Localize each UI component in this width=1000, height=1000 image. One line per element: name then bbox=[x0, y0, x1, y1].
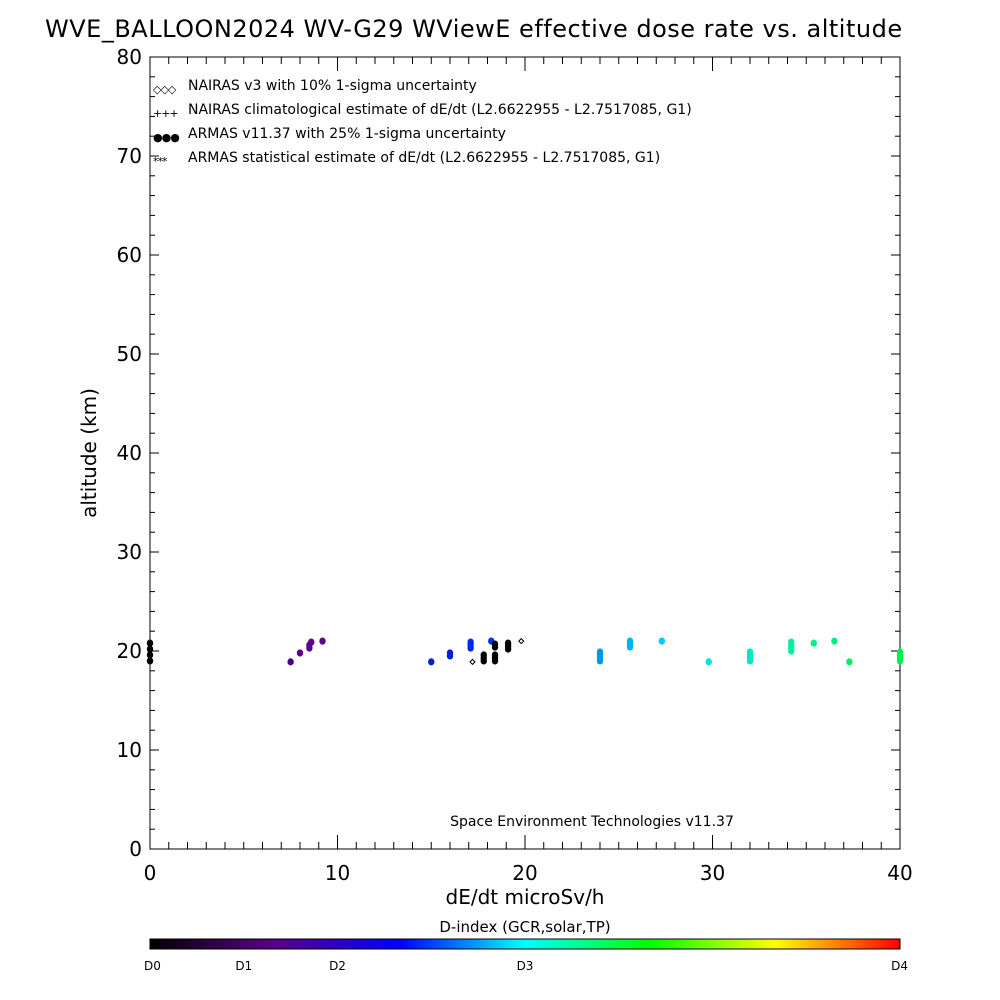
y-axis-label: altitude (km) bbox=[77, 388, 101, 518]
y-tick-label: 30 bbox=[117, 540, 142, 564]
data-point-diamond bbox=[469, 658, 476, 666]
y-tick-label: 20 bbox=[117, 639, 142, 663]
y-axis: 0 10 20 30 40 50 60 70 80 bbox=[117, 45, 900, 861]
x-axis: 0 10 20 30 40 bbox=[144, 57, 913, 885]
colorbar-tick-label: D1 bbox=[235, 959, 252, 973]
data-point bbox=[287, 658, 294, 666]
legend-entry: ARMAS v11.37 with 25% 1-sigma uncertaint… bbox=[188, 126, 506, 142]
data-point bbox=[467, 638, 474, 646]
y-tick-label: 40 bbox=[117, 441, 142, 465]
data-point bbox=[146, 639, 154, 647]
data-point bbox=[746, 648, 754, 656]
data-point bbox=[896, 648, 904, 656]
x-tick-label: 10 bbox=[325, 861, 350, 885]
y-tick-label: 0 bbox=[129, 837, 142, 861]
colorbar-title: D-index (GCR,solar,TP) bbox=[439, 918, 610, 936]
data-point-diamond bbox=[518, 637, 525, 645]
legend: ◇◇◇ NAIRAS v3 with 10% 1-sigma uncertaint… bbox=[153, 78, 692, 168]
x-tick-label: 40 bbox=[887, 861, 912, 885]
colorbar-tick-label: D3 bbox=[517, 959, 534, 973]
legend-symbol: ◇◇◇ bbox=[153, 83, 177, 96]
data-point bbox=[428, 658, 435, 666]
y-tick-label: 80 bbox=[117, 45, 142, 69]
x-axis-label: dE/dt microSv/h bbox=[446, 885, 605, 909]
legend-entry: NAIRAS v3 with 10% 1-sigma uncertainty bbox=[188, 78, 477, 94]
data-point bbox=[831, 637, 838, 645]
legend-symbol: +++ bbox=[153, 107, 178, 120]
data-point bbox=[491, 651, 499, 659]
colorbar-ticks: D0 D1 D2 D3 D4 bbox=[144, 959, 908, 973]
data-point bbox=[319, 637, 326, 645]
legend-entry: NAIRAS climatological estimate of dE/dt … bbox=[188, 102, 692, 118]
plot-frame bbox=[149, 56, 901, 850]
data-point bbox=[705, 658, 712, 666]
data-point bbox=[146, 657, 154, 665]
credit-annotation: Space Environment Technologies v11.37 bbox=[450, 814, 734, 830]
y-tick-label: 50 bbox=[117, 342, 142, 366]
data-point bbox=[504, 639, 512, 647]
data-points bbox=[146, 637, 904, 666]
colorbar bbox=[149, 938, 901, 950]
data-point bbox=[146, 645, 154, 653]
x-tick-label: 0 bbox=[144, 861, 157, 885]
legend-symbol: ●●● bbox=[153, 131, 179, 144]
y-tick-label: 70 bbox=[117, 144, 142, 168]
chart-title: WVE_BALLOON2024 WV-G29 WViewE effective … bbox=[45, 15, 903, 43]
data-point bbox=[810, 639, 817, 647]
data-point bbox=[480, 651, 487, 659]
data-point bbox=[146, 651, 154, 659]
colorbar-tick-label: D4 bbox=[891, 959, 908, 973]
data-point bbox=[596, 648, 604, 656]
data-point bbox=[846, 658, 853, 666]
y-tick-label: 10 bbox=[117, 738, 142, 762]
x-tick-label: 20 bbox=[512, 861, 537, 885]
data-point bbox=[658, 637, 666, 645]
y-tick-label: 60 bbox=[117, 243, 142, 267]
colorbar-tick-label: D2 bbox=[329, 959, 346, 973]
legend-symbol: *** bbox=[153, 155, 168, 168]
legend-entry: ARMAS statistical estimate of dE/dt (L2.… bbox=[188, 150, 660, 166]
data-point bbox=[626, 637, 634, 645]
data-point bbox=[296, 649, 304, 657]
x-tick-label: 30 bbox=[700, 861, 725, 885]
colorbar-tick-label: D0 bbox=[144, 959, 161, 973]
data-point bbox=[308, 638, 315, 646]
data-point bbox=[491, 640, 499, 648]
data-point bbox=[446, 649, 454, 657]
data-point bbox=[788, 638, 795, 646]
